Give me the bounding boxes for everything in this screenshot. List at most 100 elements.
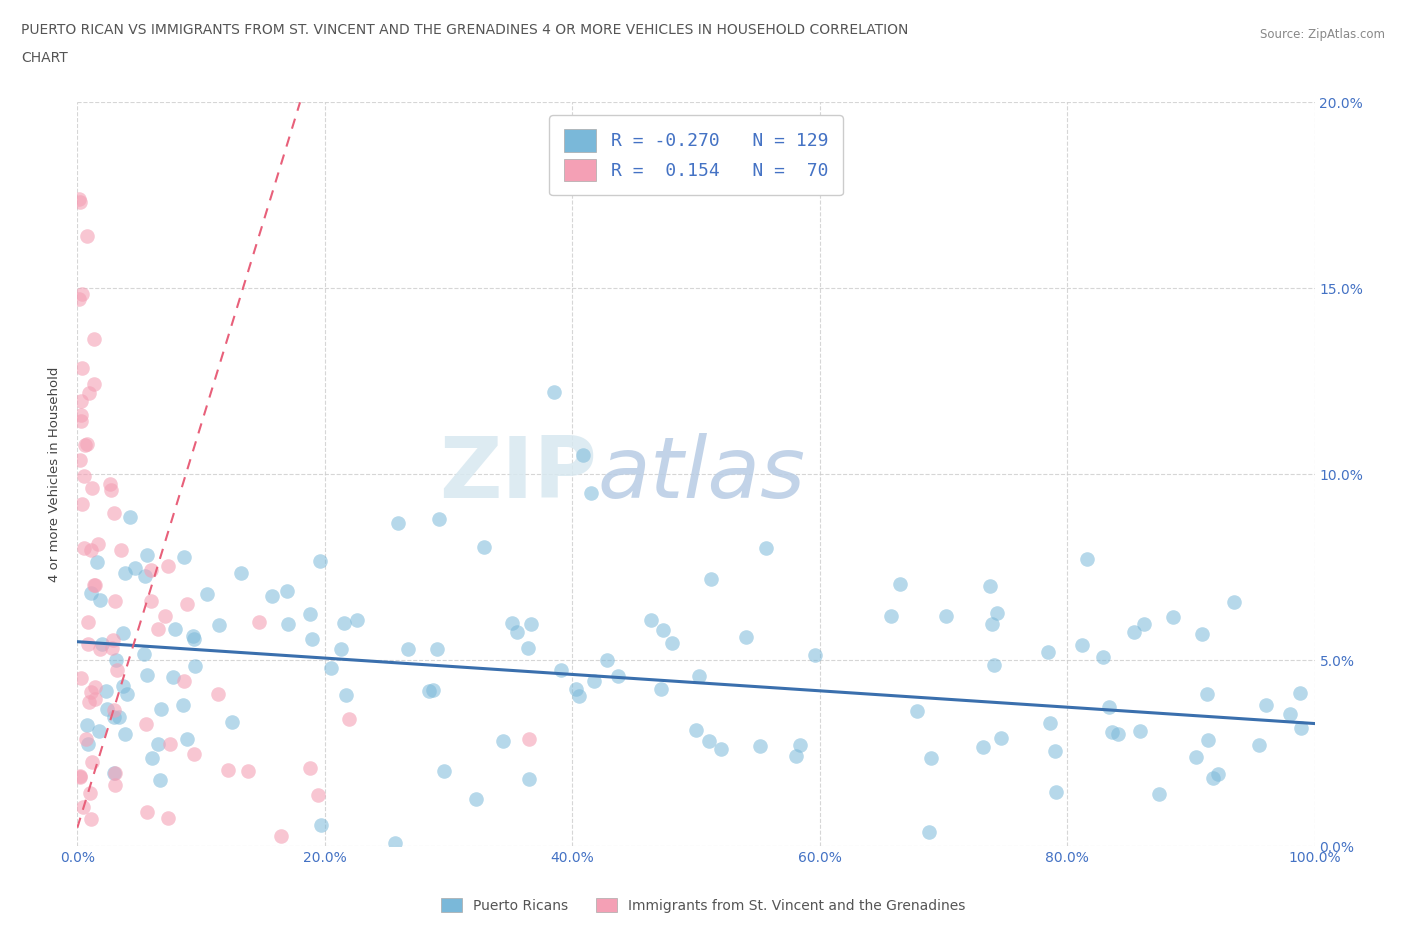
Point [1043,743,1066,758]
Point [501,616,523,631]
Point [146,622,169,637]
Point [83,578,105,592]
Point [184,658,207,673]
Point [103,702,125,717]
Point [661,636,683,651]
Point [1045,785,1067,800]
Text: CHART: CHART [21,51,67,65]
Text: ZIP: ZIP [439,432,598,516]
Point [640,613,662,628]
Point [89,592,111,607]
Point [149,702,172,717]
Point [247,615,270,630]
Point [89,724,111,739]
Point [238,764,260,779]
Point [1278,706,1301,721]
Point [98,476,121,491]
Point [1092,650,1115,665]
Point [103,765,125,780]
Point [73,438,96,453]
Point [135,804,157,819]
Point [183,746,205,761]
Point [550,662,572,677]
Point [229,565,252,580]
Point [80,543,103,558]
Point [103,765,125,780]
Point [134,568,156,583]
Point [77,636,100,651]
Point [76,437,98,452]
Point [697,734,720,749]
Point [79,385,101,400]
Point [165,621,187,636]
Point [80,586,103,601]
Point [1289,685,1312,700]
Point [173,673,195,688]
Point [516,641,538,656]
Point [80,481,103,496]
Point [108,710,131,724]
Point [132,647,155,662]
Point [920,751,942,765]
Point [319,661,342,676]
Point [472,539,495,554]
Point [517,731,540,746]
Point [688,669,710,684]
Point [387,515,409,530]
Text: atlas: atlas [598,432,806,516]
Point [104,593,127,608]
Point [330,642,353,657]
Point [568,688,591,703]
Point [983,658,1005,672]
Point [139,563,162,578]
Point [749,738,772,753]
Point [595,652,617,667]
Point [337,711,360,726]
Point [77,695,100,710]
Point [427,512,450,526]
Point [80,812,103,827]
Point [1101,724,1123,739]
Point [426,642,449,657]
Point [1247,737,1270,752]
Point [335,688,357,703]
Point [103,710,125,724]
Point [935,608,957,623]
Point [396,642,419,657]
Point [1107,726,1129,741]
Point [135,717,157,732]
Text: PUERTO RICAN VS IMMIGRANTS FROM ST. VINCENT AND THE GRENADINES 4 OR MORE VEHICLE: PUERTO RICAN VS IMMIGRANTS FROM ST. VINC… [21,23,908,37]
Point [84,692,107,707]
Point [1161,610,1184,625]
Point [84,578,107,592]
Point [96,701,118,716]
Point [83,377,105,392]
Point [270,829,292,844]
Point [700,571,723,586]
Point [492,734,515,749]
Point [1123,624,1146,639]
Point [1132,617,1154,631]
Point [332,616,354,631]
Point [208,618,231,632]
Point [111,679,134,694]
Point [87,537,110,551]
Point [124,561,146,576]
Point [117,686,139,701]
Point [1184,750,1206,764]
Point [1039,716,1062,731]
Point [75,731,97,746]
Point [710,741,733,756]
Point [1202,771,1225,786]
Point [114,565,136,580]
Point [309,817,332,832]
Point [157,559,180,574]
Point [221,714,243,729]
Point [112,625,135,640]
Point [754,540,776,555]
Legend: Puerto Ricans, Immigrants from St. Vincent and the Grenadines: Puerto Ricans, Immigrants from St. Vince… [436,893,970,919]
Point [73,541,96,556]
Point [136,548,159,563]
Point [1197,686,1219,701]
Point [69,770,91,785]
